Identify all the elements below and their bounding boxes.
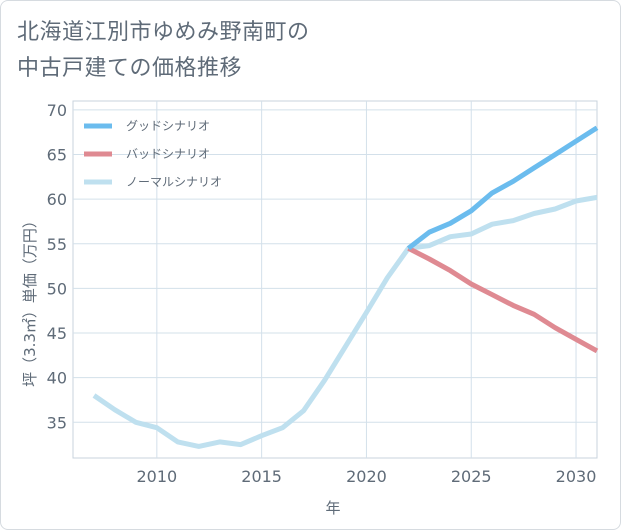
x-tick-label: 2030 — [556, 467, 597, 486]
series-lines — [92, 125, 599, 449]
series-line-1 — [406, 125, 599, 251]
x-tick-label: 2025 — [451, 467, 492, 486]
y-tick-label: 70 — [47, 101, 67, 120]
x-tick-label: 2015 — [241, 467, 282, 486]
y-tick-label: 50 — [47, 279, 67, 298]
x-tick-label: 2020 — [346, 467, 387, 486]
legend-label: ノーマルシナリオ — [126, 175, 222, 189]
chart-title: 北海道江別市ゆめみ野南町の 中古戸建ての価格推移 — [17, 15, 310, 87]
y-tick-label: 45 — [47, 324, 67, 343]
series-line-2 — [407, 246, 599, 354]
grid — [73, 101, 597, 458]
series-line-3 — [92, 194, 598, 449]
legend-label: グッドシナリオ — [126, 119, 210, 133]
y-tick-label: 55 — [47, 235, 67, 254]
y-tick-label: 65 — [47, 146, 67, 165]
title-line-2: 中古戸建ての価格推移 — [17, 56, 243, 81]
tick-labels: 2010 2015 2020 2025 2030 35 40 45 50 55 60 65 70 — [47, 101, 597, 486]
y-axis-label: 坪（3.3㎡）単価（万円） — [21, 213, 39, 387]
y-tick-label: 60 — [47, 190, 67, 209]
x-axis-label: 年 — [325, 499, 340, 517]
x-tick-label: 2010 — [136, 467, 177, 486]
y-tick-label: 40 — [47, 369, 67, 388]
legend-label: バッドシナリオ — [126, 147, 210, 161]
plot-area — [72, 100, 598, 459]
title-line-1: 北海道江別市ゆめみ野南町の — [17, 20, 310, 45]
y-tick-label: 35 — [47, 413, 67, 432]
